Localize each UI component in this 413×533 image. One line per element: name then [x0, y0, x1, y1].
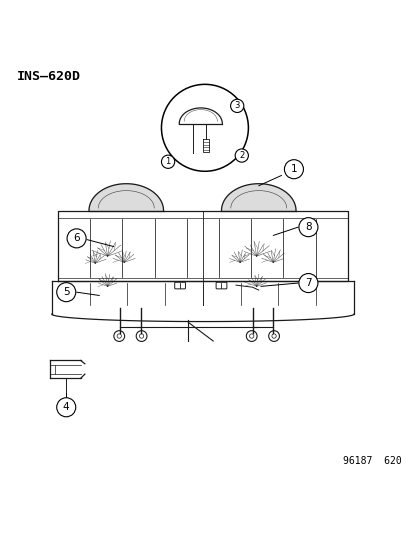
Circle shape	[57, 282, 76, 302]
Circle shape	[57, 398, 76, 417]
Text: 1: 1	[290, 164, 297, 174]
Circle shape	[284, 160, 303, 179]
Polygon shape	[89, 184, 163, 211]
Text: 3: 3	[234, 101, 239, 110]
Text: INS–620D: INS–620D	[17, 70, 81, 83]
Polygon shape	[221, 184, 295, 211]
Text: 4: 4	[63, 402, 69, 412]
Text: 6: 6	[73, 233, 80, 244]
Text: 2: 2	[239, 151, 244, 160]
Circle shape	[67, 229, 86, 248]
Circle shape	[161, 155, 174, 168]
Circle shape	[298, 273, 317, 293]
Text: 8: 8	[304, 222, 311, 232]
Circle shape	[230, 99, 243, 112]
Circle shape	[298, 217, 317, 237]
Text: 1: 1	[165, 157, 170, 166]
Circle shape	[161, 84, 248, 171]
Circle shape	[235, 149, 248, 162]
Text: 7: 7	[304, 278, 311, 288]
Text: 5: 5	[63, 287, 69, 297]
Text: 96187  620: 96187 620	[342, 456, 401, 466]
